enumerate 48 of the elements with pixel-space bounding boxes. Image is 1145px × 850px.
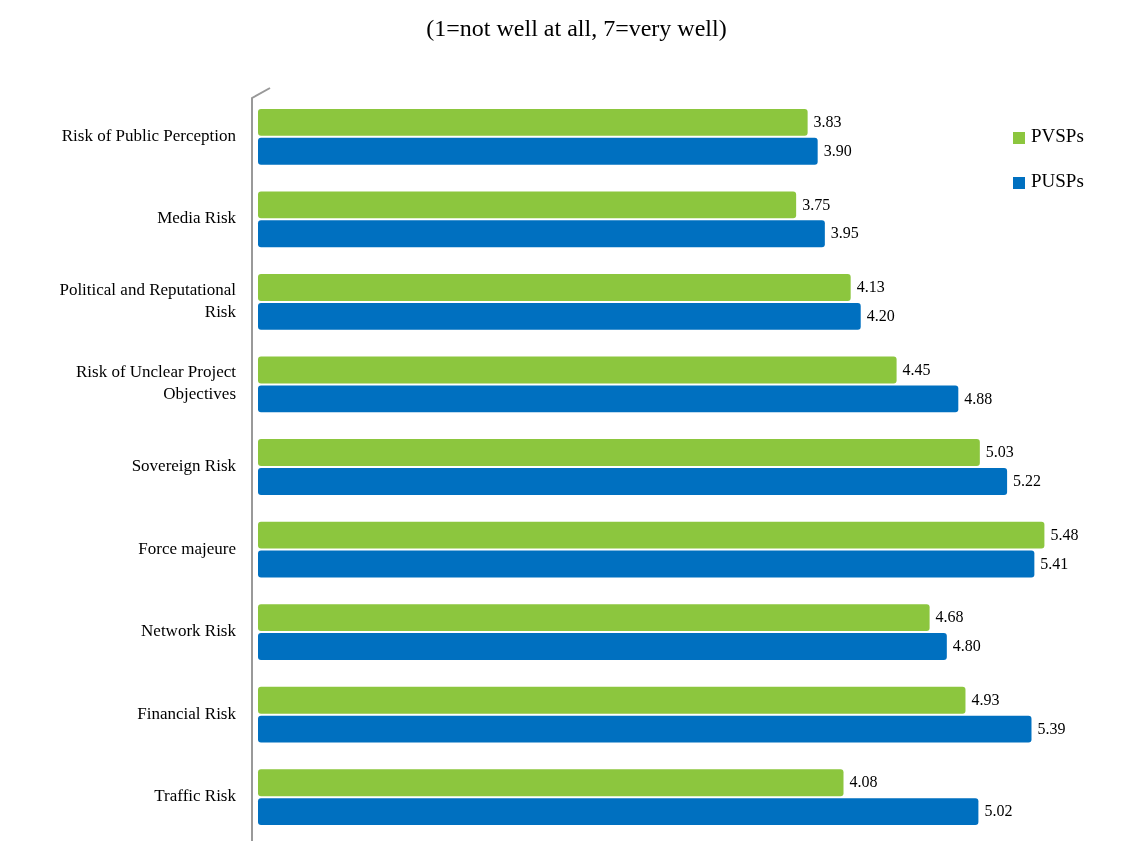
y-tick-label: Risk of Unclear Project Objectives — [75, 362, 237, 404]
y-tick-label: Force majeure — [138, 538, 236, 558]
bar — [258, 439, 980, 466]
data-label: 4.13 — [856, 278, 885, 296]
data-label: 3.75 — [802, 195, 831, 213]
data-label: 5.41 — [1040, 554, 1069, 572]
data-label: 5.02 — [984, 802, 1013, 820]
y-tick-label: Network Risk — [141, 621, 237, 641]
bar — [258, 191, 797, 219]
y-tick-label: Media Risk — [157, 208, 237, 228]
chart-title: (1=not well at all, 7=very well) — [426, 15, 727, 41]
data-label: 4.88 — [964, 389, 993, 407]
data-label: 5.22 — [1013, 472, 1042, 490]
bar — [258, 274, 851, 301]
bar — [258, 385, 959, 413]
data-label: 4.45 — [902, 360, 931, 378]
y-tick-label: Sovereign Risk — [131, 455, 237, 475]
bar — [258, 798, 979, 826]
bar — [258, 220, 825, 248]
bar — [258, 686, 966, 714]
data-label: 4.80 — [952, 637, 981, 655]
y-tick-label: Risk of Public Perception — [61, 125, 237, 145]
data-label: 4.08 — [849, 773, 878, 791]
bar — [258, 108, 808, 136]
bar — [258, 302, 861, 330]
y-tick-label: Financial Risk — [137, 703, 237, 723]
data-label: 4.93 — [971, 690, 1000, 708]
data-label: 3.83 — [813, 113, 842, 131]
data-label: 5.48 — [1050, 525, 1079, 543]
data-label: 4.68 — [935, 608, 964, 626]
bar — [258, 468, 1008, 495]
legend-label: PUSPs — [1031, 170, 1084, 192]
legend-label: PVSPs — [1031, 125, 1084, 147]
bar — [258, 604, 930, 632]
data-label: 3.90 — [823, 141, 852, 159]
y-tick-label: Traffic Risk — [154, 786, 237, 806]
bar — [258, 633, 947, 660]
bar — [258, 137, 818, 165]
data-label: 3.95 — [830, 224, 859, 242]
bar — [258, 550, 1035, 578]
bar — [258, 356, 897, 384]
y-tick-label: Political and Reputational Risk — [59, 279, 237, 321]
data-label: 5.39 — [1037, 719, 1066, 737]
data-label: 4.20 — [866, 307, 895, 325]
bar — [258, 769, 844, 797]
bar — [258, 521, 1045, 549]
bar — [258, 715, 1032, 743]
data-label: 5.03 — [985, 443, 1014, 461]
